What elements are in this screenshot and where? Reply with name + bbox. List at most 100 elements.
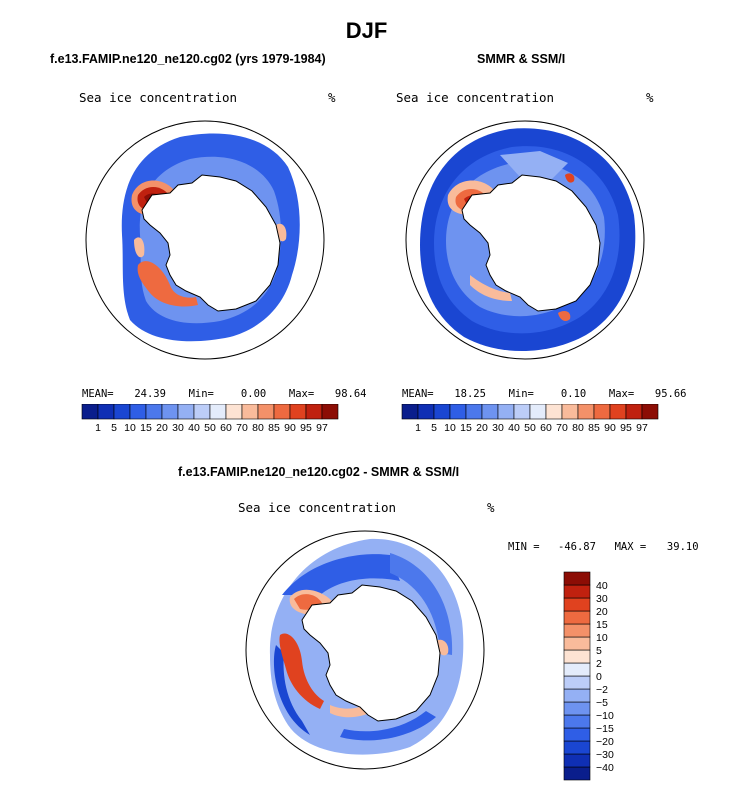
colorbar1-tick-label: 80 bbox=[572, 422, 584, 434]
colorbar0-tick-label: 60 bbox=[220, 422, 232, 434]
panel2-antarctica-coastline bbox=[461, 174, 601, 312]
panel1-antarctica-coastline bbox=[141, 174, 281, 312]
colorbar2-swatch bbox=[563, 714, 591, 729]
colorbar0-tick-label: 80 bbox=[252, 422, 264, 434]
colorbar2-tick-label: −40 bbox=[596, 762, 614, 774]
panel3-polar-map bbox=[245, 530, 485, 770]
colorbar1-swatch bbox=[481, 404, 499, 420]
colorbar1-tick-label: 20 bbox=[476, 422, 488, 434]
colorbar0-tick-label: 5 bbox=[111, 422, 117, 434]
colorbar1-swatch bbox=[577, 404, 595, 420]
colorbar2-tick-label: −15 bbox=[596, 723, 614, 735]
colorbar0-swatch bbox=[241, 404, 259, 420]
colorbar2-swatch bbox=[563, 636, 591, 651]
colorbar0-swatch bbox=[209, 404, 227, 420]
panel1-polar-map bbox=[85, 120, 325, 360]
colorbar2-tick-label: 0 bbox=[596, 671, 602, 683]
colorbar0-tick-label: 10 bbox=[124, 422, 136, 434]
colorbar1-swatch bbox=[529, 404, 547, 420]
colorbar0-swatch bbox=[193, 404, 211, 420]
colorbar1-swatch bbox=[417, 404, 435, 420]
panel3-min-label: MIN = bbox=[508, 541, 540, 553]
panel3-antarctica-coastline bbox=[301, 584, 441, 722]
colorbar2-swatch bbox=[563, 740, 591, 755]
colorbar0-swatch bbox=[97, 404, 115, 420]
panel3-max-label: MAX = bbox=[614, 541, 647, 553]
panel2-max-label: Max= bbox=[608, 388, 635, 400]
colorbar2-swatch bbox=[563, 675, 591, 690]
panel3-title: f.e13.FAMIP.ne120_ne120.cg02 - SMMR & SS… bbox=[178, 465, 460, 479]
colorbar0-tick-label: 15 bbox=[140, 422, 152, 434]
panel3-units-label: % bbox=[487, 500, 495, 515]
figure-title: DJF bbox=[345, 18, 388, 43]
panel2-variable-label: Sea ice concentration bbox=[396, 90, 555, 105]
colorbar2-swatch bbox=[563, 623, 591, 638]
panel1-colorbar: 1 5 10 15 20 30 40 50 60 70 80 85 90 95 97 bbox=[81, 404, 339, 434]
panel1-mean-label: MEAN= bbox=[82, 388, 114, 400]
panel1-max-value: 98.64 bbox=[334, 388, 367, 400]
colorbar1-tick-label: 40 bbox=[508, 422, 520, 434]
panel1-variable-label: Sea ice concentration bbox=[79, 90, 238, 105]
colorbar0-swatch bbox=[177, 404, 195, 420]
colorbar0-swatch bbox=[145, 404, 163, 420]
panel2-map-boundary bbox=[405, 120, 645, 360]
colorbar0-swatch bbox=[113, 404, 131, 420]
colorbar1-tick-label: 60 bbox=[540, 422, 552, 434]
colorbar0-swatch bbox=[321, 404, 339, 420]
colorbar2-swatch bbox=[563, 610, 591, 625]
panel1-stats-line: MEAN= 24.39 Min= 0.00 Max= 98.64 bbox=[82, 388, 367, 400]
colorbar0-tick-label: 85 bbox=[268, 422, 280, 434]
colorbar2-tick-label: 2 bbox=[596, 658, 602, 670]
panel2-colorbar: 1 5 10 15 20 30 40 50 60 70 80 85 90 95 97 bbox=[401, 404, 659, 434]
colorbar0-swatch bbox=[81, 404, 99, 420]
colorbar0-tick-label: 90 bbox=[284, 422, 296, 434]
panel2-stats-line: MEAN= 18.25 Min= 0.10 Max= 95.66 bbox=[402, 388, 687, 400]
colorbar1-tick-label: 97 bbox=[636, 422, 648, 434]
panel3-min-value: -46.87 bbox=[558, 541, 596, 553]
colorbar1-tick-label: 90 bbox=[604, 422, 616, 434]
panel1-mean-value: 24.39 bbox=[134, 388, 166, 400]
colorbar1-swatch bbox=[545, 404, 563, 420]
colorbar2-tick-label: 30 bbox=[596, 593, 608, 605]
colorbar2-swatch bbox=[563, 662, 591, 677]
colorbar2-swatch bbox=[563, 571, 591, 586]
colorbar2-tick-label: −2 bbox=[596, 684, 608, 696]
colorbar0-swatch bbox=[225, 404, 243, 420]
colorbar2-tick-label: 5 bbox=[596, 645, 602, 657]
colorbar2-tick-label: 15 bbox=[596, 619, 608, 631]
colorbar1-swatch bbox=[625, 404, 643, 420]
colorbar0-swatch bbox=[161, 404, 179, 420]
panel2-max-value: 95.66 bbox=[654, 388, 687, 400]
colorbar1-swatch bbox=[561, 404, 579, 420]
panel2-title: SMMR & SSM/I bbox=[477, 52, 566, 66]
panel1-title: f.e13.FAMIP.ne120_ne120.cg02 (yrs 1979-1… bbox=[50, 52, 326, 66]
colorbar1-swatch bbox=[433, 404, 451, 420]
colorbar1-tick-label: 85 bbox=[588, 422, 600, 434]
panel2-units-label: % bbox=[646, 90, 654, 105]
colorbar2-swatch bbox=[563, 766, 591, 781]
colorbar1-swatch bbox=[449, 404, 467, 420]
colorbar0-tick-label: 20 bbox=[156, 422, 168, 434]
panel3-map-boundary bbox=[245, 530, 485, 770]
colorbar1-tick-label: 15 bbox=[460, 422, 472, 434]
colorbar0-tick-label: 50 bbox=[204, 422, 216, 434]
colorbar1-swatch bbox=[465, 404, 483, 420]
colorbar1-swatch bbox=[609, 404, 627, 420]
panel1-units-label: % bbox=[328, 90, 336, 105]
colorbar2-tick-label: −10 bbox=[596, 710, 614, 722]
colorbar1-tick-label: 70 bbox=[556, 422, 568, 434]
colorbar2-swatch bbox=[563, 688, 591, 703]
colorbar0-tick-label: 1 bbox=[95, 422, 101, 434]
colorbar1-tick-label: 50 bbox=[524, 422, 536, 434]
colorbar0-swatch bbox=[273, 404, 291, 420]
colorbar2-swatch bbox=[563, 584, 591, 599]
panel2-mean-label: MEAN= bbox=[402, 388, 434, 400]
colorbar2-tick-label: 10 bbox=[596, 632, 608, 644]
panel1-max-label: Max= bbox=[288, 388, 315, 400]
panel1-map-boundary bbox=[85, 120, 325, 360]
colorbar0-tick-label: 97 bbox=[316, 422, 328, 434]
colorbar2-swatch bbox=[563, 701, 591, 716]
colorbar0-tick-label: 30 bbox=[172, 422, 184, 434]
colorbar0-tick-label: 70 bbox=[236, 422, 248, 434]
